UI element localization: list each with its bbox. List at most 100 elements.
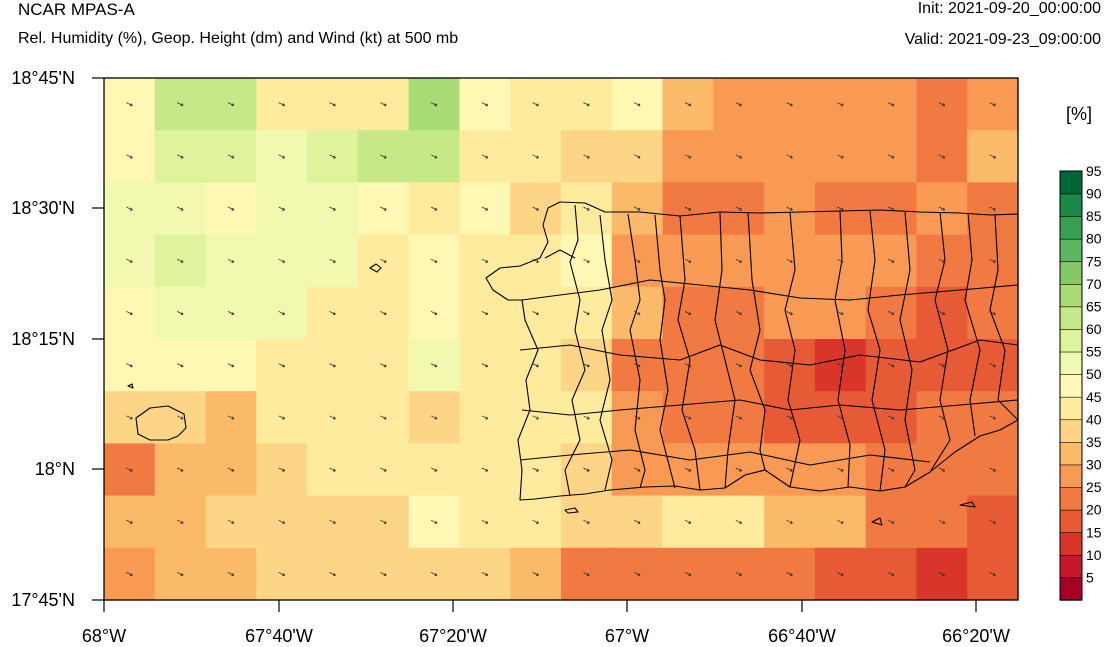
wind-arrow (227, 572, 235, 577)
wind-arrow (278, 467, 286, 472)
wind-arrow (684, 206, 692, 211)
colorbar-label: 5 (1086, 569, 1094, 585)
wind-arrow (989, 519, 996, 524)
wind-arrow (532, 467, 539, 472)
wind-arrow (481, 363, 489, 368)
wind-arrow (278, 311, 286, 316)
wind-arrow (633, 519, 641, 524)
wind-arrow (735, 363, 743, 368)
wind-arrow (278, 519, 286, 524)
wind-arrow (227, 258, 235, 263)
wind-arrow (380, 258, 387, 263)
colorbar: 5 10 15 20 25 30 35 40 45 50 55 60 65 70 75 80 85 90 95 (1059, 163, 1102, 601)
wind-arrow (227, 154, 235, 159)
wind-arrow (938, 519, 946, 524)
wind-arrow (684, 415, 692, 420)
wind-arrow (126, 467, 133, 472)
wind-arrow (684, 154, 692, 159)
wind-arrow (380, 363, 387, 368)
wind-arrow (633, 311, 641, 316)
wind-arrow (633, 102, 641, 107)
wind-arrow (176, 154, 184, 159)
wind-arrow (837, 311, 844, 316)
colorbar-label: 45 (1086, 389, 1102, 405)
wind-arrow (938, 102, 946, 107)
colorbar-segment (1059, 441, 1083, 466)
wind-arrow (126, 154, 133, 159)
wind-arrow (583, 154, 590, 159)
colorbar-segment (1059, 283, 1083, 308)
wind-arrow (786, 206, 793, 211)
wind-arrow (227, 102, 235, 107)
wind-arrow (684, 258, 692, 263)
colorbar-label: 75 (1086, 253, 1102, 269)
wind-arrow (532, 102, 539, 107)
wind-arrow (735, 467, 743, 472)
wind-arrow (278, 154, 286, 159)
wind-arrow (176, 467, 184, 472)
colorbar-segment (1059, 261, 1083, 285)
wind-arrow (481, 154, 489, 159)
wind-arrow (227, 467, 235, 472)
wind-arrow (126, 363, 133, 368)
wind-arrow (633, 154, 641, 159)
wind-arrow (329, 467, 336, 472)
colorbar-segment (1059, 328, 1083, 353)
colorbar-label: 90 (1086, 186, 1102, 202)
wind-arrow (532, 519, 539, 524)
wind-arrow (329, 415, 336, 420)
wind-arrow (938, 363, 946, 368)
wind-arrow (837, 102, 844, 107)
wind-arrow (278, 363, 286, 368)
wind-arrow (938, 311, 946, 316)
wind-arrow (684, 467, 692, 472)
wind-arrow (938, 258, 946, 263)
wind-arrow (938, 415, 946, 420)
wind-arrow (786, 415, 793, 420)
plot-title: NCAR MPAS-A (18, 0, 135, 19)
wind-arrow (532, 311, 539, 316)
wind-arrow (430, 206, 438, 211)
colorbar-label: 60 (1086, 321, 1102, 337)
wind-arrow (684, 363, 692, 368)
wind-arrow (329, 206, 336, 211)
colorbar-segment (1059, 170, 1083, 195)
wind-arrow (887, 102, 895, 107)
wind-arrow (380, 572, 387, 577)
colorbar-label: 40 (1086, 411, 1102, 427)
y-axis: 18°45'N 18°30'N 18°15'N 18°N 17°45'N (11, 68, 104, 610)
colorbar-label: 65 (1086, 298, 1102, 314)
x-tick-label: 67°20'W (419, 626, 487, 646)
wind-arrow (735, 311, 743, 316)
wind-arrow (126, 519, 133, 524)
wind-arrow (532, 206, 539, 211)
colorbar-label: 55 (1086, 344, 1102, 360)
colorbar-label: 25 (1086, 479, 1102, 495)
wind-arrow (329, 311, 336, 316)
wind-arrow (583, 572, 590, 577)
y-tick-label: 17°45'N (11, 590, 75, 610)
wind-arrow (176, 363, 184, 368)
wind-arrow (176, 572, 184, 577)
wind-arrow (633, 258, 641, 263)
wind-barbs (126, 102, 996, 577)
wind-arrow (735, 572, 743, 577)
colorbar-segment (1059, 577, 1083, 601)
wind-arrow (278, 102, 286, 107)
colorbar-label: 20 (1086, 502, 1102, 518)
colorbar-segment (1059, 419, 1083, 443)
wind-arrow (126, 206, 133, 211)
wind-arrow (583, 102, 590, 107)
x-tick-label: 67°40'W (245, 626, 313, 646)
colorbar-units: [%] (1066, 104, 1093, 124)
wind-arrow (684, 519, 692, 524)
wind-arrow (227, 519, 235, 524)
colorbar-segment (1059, 531, 1083, 556)
wind-arrow (887, 572, 895, 577)
wind-arrow (735, 258, 743, 263)
wind-arrow (176, 102, 184, 107)
wind-arrow (481, 467, 489, 472)
colorbar-frame (1059, 170, 1083, 601)
wind-arrow (126, 258, 133, 263)
wind-arrow (837, 206, 844, 211)
